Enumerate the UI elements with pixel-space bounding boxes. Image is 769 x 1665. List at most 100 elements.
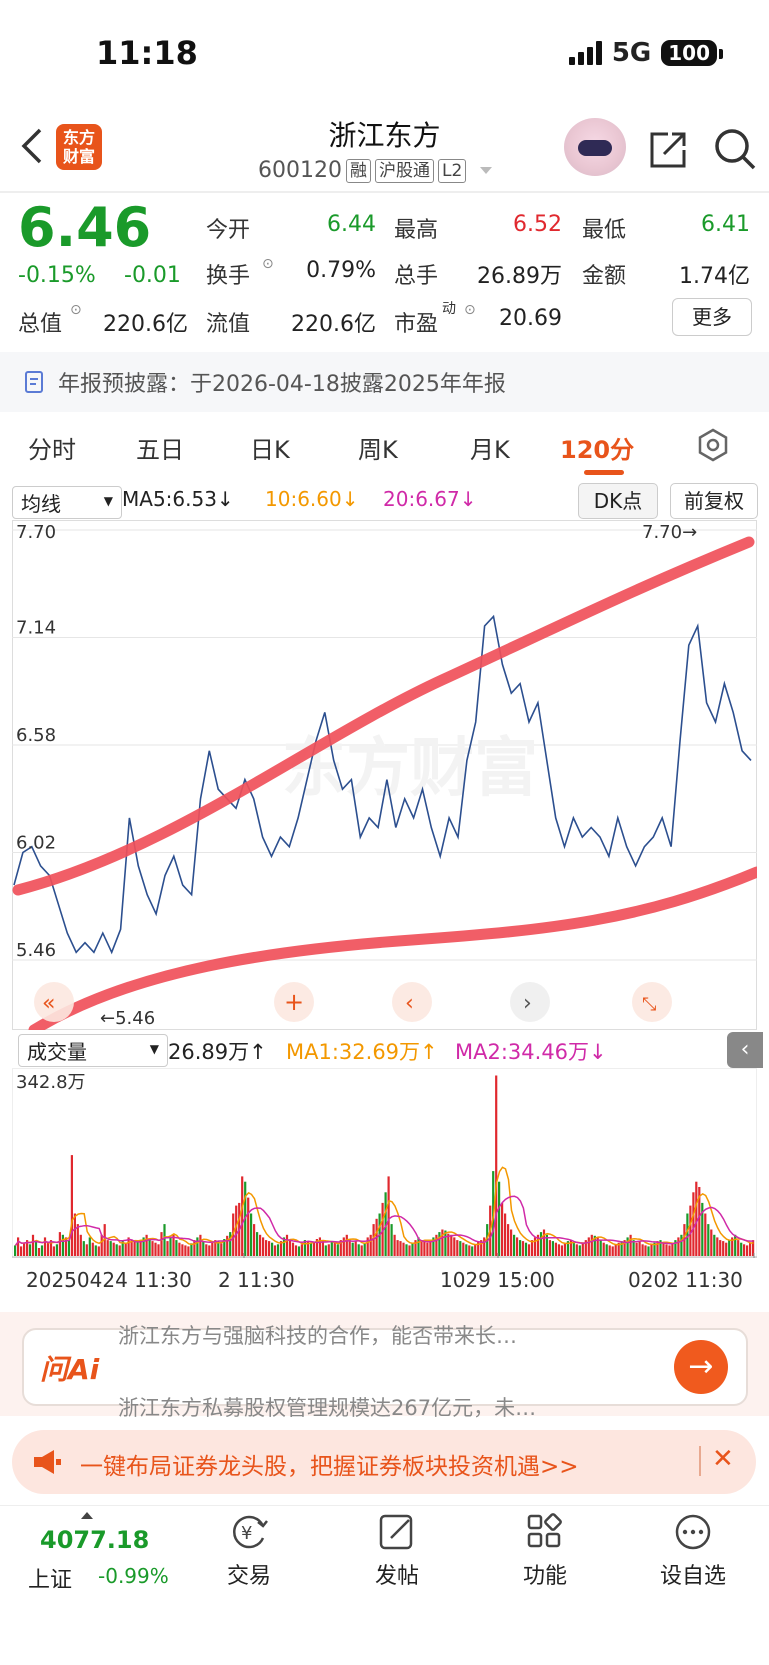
- ma10-value: 10:6.60↓: [265, 487, 359, 511]
- volume-bar: [608, 1245, 611, 1256]
- volume-bar: [109, 1241, 112, 1256]
- ai-logo: 问Ai: [40, 1353, 100, 1386]
- tab-intraday[interactable]: 分时: [28, 436, 76, 464]
- low-value: 6.41: [701, 212, 750, 237]
- volume-bar: [539, 1232, 543, 1256]
- nav-functions[interactable]: 功能: [490, 1512, 600, 1590]
- volume-select[interactable]: 成交量 ▼: [18, 1034, 168, 1067]
- tag-margin: 融: [345, 158, 371, 183]
- plus-icon: +: [284, 988, 304, 1016]
- nav-watchlist[interactable]: 设自选: [638, 1512, 748, 1590]
- volume-bar: [465, 1244, 468, 1256]
- nav-trade[interactable]: ¥ 交易: [194, 1512, 304, 1590]
- info-icon[interactable]: ⊙: [464, 302, 476, 318]
- volume-bar: [279, 1241, 283, 1256]
- document-icon: [25, 371, 43, 393]
- volume-bar: [133, 1241, 136, 1256]
- svg-text:¥: ¥: [241, 1523, 252, 1544]
- volume-bar: [121, 1241, 124, 1256]
- amount-value: 1.74亿: [679, 264, 750, 289]
- promo-text[interactable]: 一键布局证券龙头股，把握证券板块投资机遇>>: [80, 1454, 579, 1480]
- volume-bar: [572, 1242, 575, 1256]
- assistant-robot-icon[interactable]: [564, 118, 626, 176]
- amount-label: 金额: [582, 264, 627, 289]
- info-icon[interactable]: ⊙: [262, 256, 274, 272]
- volume-bar: [127, 1237, 130, 1256]
- tab-five-day[interactable]: 五日: [136, 436, 184, 464]
- more-dots-icon: [675, 1514, 711, 1550]
- expand-button: [632, 982, 672, 1022]
- back-arrow-icon[interactable]: [18, 126, 48, 166]
- volume-bar: [740, 1242, 743, 1256]
- search-icon[interactable]: [712, 126, 758, 172]
- index-change[interactable]: -0.99%: [98, 1564, 169, 1588]
- collapse-panel-button[interactable]: ‹: [727, 1032, 763, 1068]
- volume-bar: [417, 1237, 420, 1256]
- volume-bar: [291, 1242, 295, 1256]
- chart-nav-buttons: « + ‹ › ⤡: [34, 982, 672, 1022]
- volume-bar: [76, 1224, 79, 1256]
- tab-daily-k[interactable]: 日K: [250, 436, 290, 464]
- info-icon[interactable]: ⊙: [70, 302, 82, 318]
- gear-icon[interactable]: [696, 428, 730, 462]
- open-value: 6.44: [327, 212, 376, 237]
- volume-bar: [241, 1176, 244, 1256]
- volume-bar: [217, 1241, 220, 1256]
- volume-bar: [46, 1242, 50, 1256]
- volume-bar: [513, 1234, 516, 1256]
- volume-bar: [638, 1241, 641, 1256]
- price-series-line: [13, 614, 752, 955]
- notice-bar[interactable]: [0, 352, 769, 412]
- volume-bar: [519, 1240, 522, 1256]
- volume-bar: [453, 1237, 456, 1256]
- volume-bar: [384, 1192, 387, 1256]
- volume-bar: [438, 1232, 441, 1256]
- ai-go-button[interactable]: →: [674, 1340, 728, 1394]
- volume-bar: [626, 1237, 629, 1256]
- volume-bar: [426, 1242, 429, 1256]
- dk-point-button[interactable]: DK点: [578, 483, 658, 519]
- volume-bar: [707, 1224, 710, 1256]
- tab-120min[interactable]: 120分: [560, 436, 635, 464]
- ai-suggested-question-1[interactable]: 浙江东方与强脑科技的合作，能否带来长…: [118, 1324, 517, 1348]
- ai-suggested-question-2[interactable]: 浙江东方私募股权管理规模达267亿元，未…: [118, 1396, 537, 1420]
- volume-bar: [450, 1234, 453, 1256]
- volume-bar: [345, 1234, 348, 1256]
- stock-code-row[interactable]: 600120 融 沪股通 L2: [258, 158, 493, 183]
- tag-level2: L2: [437, 158, 467, 183]
- volume-bar: [584, 1240, 587, 1256]
- promo-separator: [699, 1446, 701, 1476]
- index-name[interactable]: 上证: [28, 1568, 73, 1593]
- notice-text[interactable]: 年报预披露：于2026-04-18披露2025年年报: [58, 372, 506, 397]
- volume-bar: [55, 1244, 58, 1256]
- close-icon[interactable]: ✕: [712, 1444, 734, 1474]
- price-chart[interactable]: 东方财富 7.707.146.586.025.46 7.70→ ←5.46 « …: [12, 520, 757, 1030]
- volume-bar: [752, 1240, 755, 1256]
- volume-bar: [725, 1242, 728, 1256]
- mktcap-label: 总值: [18, 312, 63, 337]
- ai-question-box[interactable]: [22, 1328, 748, 1406]
- volume-bar: [471, 1246, 474, 1256]
- nav-post[interactable]: 发帖: [342, 1512, 452, 1590]
- volume-chart[interactable]: 342.8万: [12, 1068, 757, 1258]
- adjust-button[interactable]: 前复权: [670, 483, 758, 519]
- ma-select[interactable]: 均线 ▼: [12, 486, 122, 519]
- volume-bar: [563, 1243, 566, 1256]
- index-value[interactable]: 4077.18: [40, 1526, 150, 1554]
- volume-bar: [507, 1224, 510, 1256]
- chevron-left-icon: ‹: [405, 991, 414, 1016]
- promo-banner[interactable]: [12, 1430, 756, 1494]
- tab-weekly-k[interactable]: 周K: [358, 436, 398, 464]
- volume-bar: [40, 1245, 44, 1256]
- volume-bar: [318, 1237, 321, 1256]
- tab-monthly-k[interactable]: 月K: [470, 436, 510, 464]
- volume-bar: [253, 1224, 256, 1256]
- volume-bar: [614, 1244, 617, 1256]
- volume-bar: [49, 1240, 53, 1256]
- upper-trendline: [12, 536, 755, 896]
- volume-bar: [211, 1242, 214, 1256]
- more-button[interactable]: 更多: [672, 298, 752, 336]
- share-icon[interactable]: [646, 128, 690, 172]
- volume-bar: [545, 1234, 548, 1256]
- lower-trendline: [28, 866, 757, 1030]
